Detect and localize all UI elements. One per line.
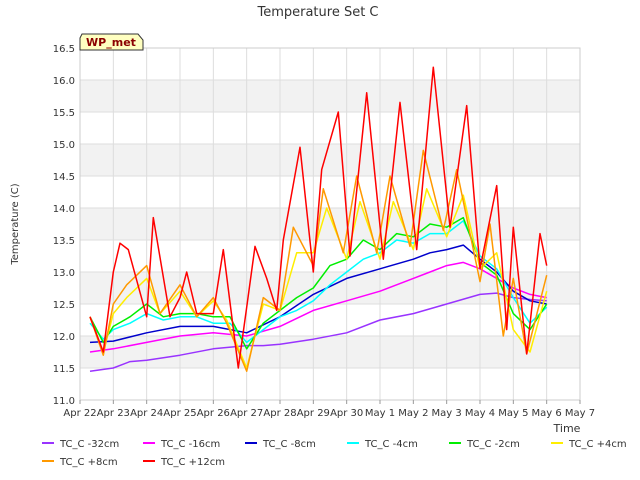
y-tick-label: 12.0 [53,332,75,343]
x-tick-label: May 2 [398,408,428,419]
series-lines [89,66,548,372]
x-tick-label: May 7 [565,408,595,419]
x-tick-label: Apr 25 [163,408,196,419]
plot-band [80,208,580,240]
x-tick-label: Apr 22 [63,408,96,419]
legend-label: TC_C -16cm [160,439,220,450]
y-tick-label: 11.5 [53,364,75,375]
y-tick-label: 14.5 [53,172,75,183]
y-tick-label: 12.5 [53,300,75,311]
legend-label: TC_C +12cm [160,457,225,468]
series-line [89,149,548,372]
y-tick-label: 15.5 [53,108,75,119]
x-tick-label: Apr 27 [230,408,263,419]
x-tick-label: Apr 29 [297,408,330,419]
legend-label: TC_C -8cm [262,439,316,450]
x-tick-label: Apr 28 [263,408,296,419]
chart-title: Temperature Set C [256,5,378,20]
series-line [89,188,548,369]
series-line [89,216,548,350]
legend-label: TC_C -32cm [59,439,119,450]
y-tick-label: 15.0 [53,140,75,151]
series-line [89,244,547,344]
y-tick-label: 11.0 [53,396,75,407]
y-tick-label: 13.0 [53,268,75,279]
badge-shape [79,33,144,51]
plot-bands [80,80,580,368]
legend-label: TC_C +8cm [59,457,118,468]
x-tick-label: May 3 [432,408,462,419]
legend-label: TC_C +4cm [568,439,627,450]
x-tick-label: May 6 [532,408,562,419]
x-tick-label: Apr 26 [197,408,230,419]
series-line [89,261,547,353]
x-tick-label: May 5 [498,408,528,419]
y-tick-label: 16.5 [53,44,75,55]
y-tick-labels: 11.0 11.5 12.0 12.5 13.0 13.5 14.0 14.5 15.0 15.5… [53,44,75,407]
x-axis-label: Time [553,422,581,435]
x-tick-label: Apr 30 [330,408,363,419]
legend-label: TC_C -4cm [364,439,418,450]
legend-label: TC_C -2cm [466,439,520,450]
wp-met-badge: WP_met [79,33,144,51]
x-tick-label: Apr 23 [97,408,130,419]
plot-band [80,80,580,112]
y-tick-label: 16.0 [53,76,75,87]
series-line [89,292,547,372]
plot-border [79,47,581,401]
x-tick-label: Apr 24 [130,408,163,419]
plot-band [80,336,580,368]
legend: TC_C -32cm TC_C -16cm TC_C -8cm TC_C -4cm TC… [42,439,627,468]
x-tick-label: May 4 [465,408,495,419]
y-tick-label: 14.0 [53,204,75,215]
badge-text: WP_met [86,36,136,49]
series-line [89,66,548,369]
y-axis-label: Temperature (C) [10,183,21,265]
x-tick-label: May 1 [365,408,395,419]
y-tick-label: 13.5 [53,236,75,247]
plot-band [80,144,580,176]
x-tick-labels: Apr 22 Apr 23 Apr 24 Apr 25 Apr 26 Apr 27 Apr … [63,400,595,419]
